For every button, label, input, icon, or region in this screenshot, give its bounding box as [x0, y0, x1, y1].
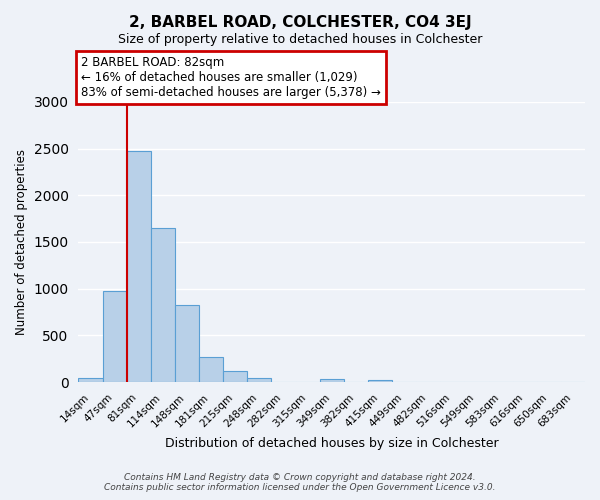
Bar: [320, 379, 344, 382]
Bar: [199, 357, 223, 382]
Text: Contains HM Land Registry data © Crown copyright and database right 2024.
Contai: Contains HM Land Registry data © Crown c…: [104, 473, 496, 492]
Bar: [247, 378, 271, 382]
X-axis label: Distribution of detached houses by size in Colchester: Distribution of detached houses by size …: [165, 437, 499, 450]
Bar: [223, 372, 247, 382]
Bar: [103, 290, 127, 382]
Bar: [368, 380, 392, 382]
Bar: [175, 304, 199, 382]
Bar: [79, 378, 103, 382]
Bar: [127, 152, 151, 382]
Text: 2, BARBEL ROAD, COLCHESTER, CO4 3EJ: 2, BARBEL ROAD, COLCHESTER, CO4 3EJ: [128, 15, 472, 30]
Y-axis label: Number of detached properties: Number of detached properties: [15, 149, 28, 335]
Text: Size of property relative to detached houses in Colchester: Size of property relative to detached ho…: [118, 32, 482, 46]
Text: 2 BARBEL ROAD: 82sqm
← 16% of detached houses are smaller (1,029)
83% of semi-de: 2 BARBEL ROAD: 82sqm ← 16% of detached h…: [81, 56, 381, 99]
Bar: [151, 228, 175, 382]
